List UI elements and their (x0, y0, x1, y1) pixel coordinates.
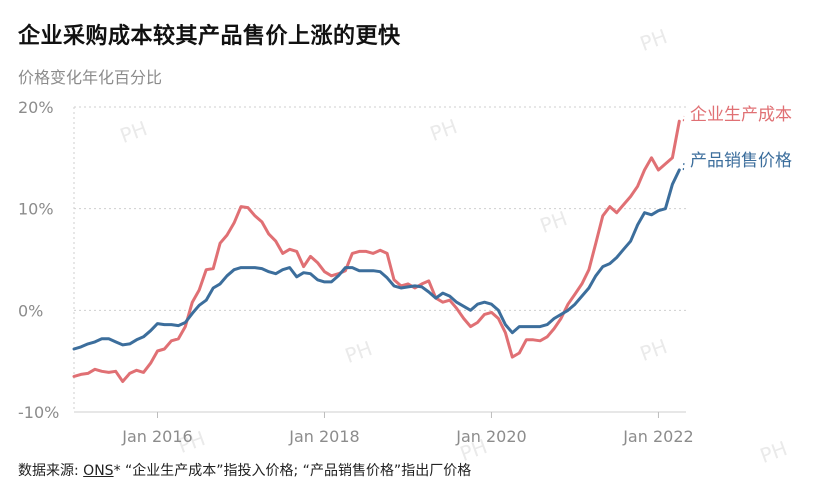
source-footer: 数据来源: ONS* “企业生产成本”指投入价格; “产品销售价格”指出厂价格 (18, 460, 471, 480)
series-leader-line (682, 115, 685, 122)
y-tick-label: 10% (18, 200, 54, 219)
y-tick-label: -10% (18, 403, 59, 422)
y-tick-label: 0% (18, 301, 43, 320)
chart-title: 企业采购成本较其产品售价上涨的更快 (18, 24, 401, 49)
x-tick-label: Jan 2016 (121, 427, 192, 446)
x-tick-label: Jan 2020 (455, 427, 526, 446)
y-tick-label: 20% (18, 98, 54, 117)
series-line-0 (72, 119, 681, 383)
series-label: 企业生产成本 (690, 105, 792, 125)
source-link-ons[interactable]: ONS (83, 463, 114, 479)
source-prefix: 数据来源: (18, 463, 84, 479)
x-tick-label: Jan 2022 (622, 427, 693, 446)
series-line-1 (72, 168, 681, 351)
series-label: 产品销售价格 (690, 151, 792, 171)
series-leader-line (682, 161, 685, 171)
source-note: * “企业生产成本”指投入价格; “产品销售价格”指出厂价格 (113, 463, 472, 479)
chart-subtitle: 价格变化年化百分比 (18, 68, 163, 87)
x-tick-label: Jan 2018 (288, 427, 359, 446)
